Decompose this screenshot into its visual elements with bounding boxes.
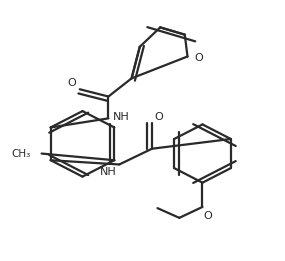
- Text: O: O: [204, 211, 213, 221]
- Text: CH₃: CH₃: [11, 149, 31, 158]
- Text: O: O: [194, 53, 203, 63]
- Text: NH: NH: [113, 112, 129, 122]
- Text: O: O: [155, 112, 164, 122]
- Text: O: O: [67, 78, 76, 88]
- Text: NH: NH: [100, 167, 117, 177]
